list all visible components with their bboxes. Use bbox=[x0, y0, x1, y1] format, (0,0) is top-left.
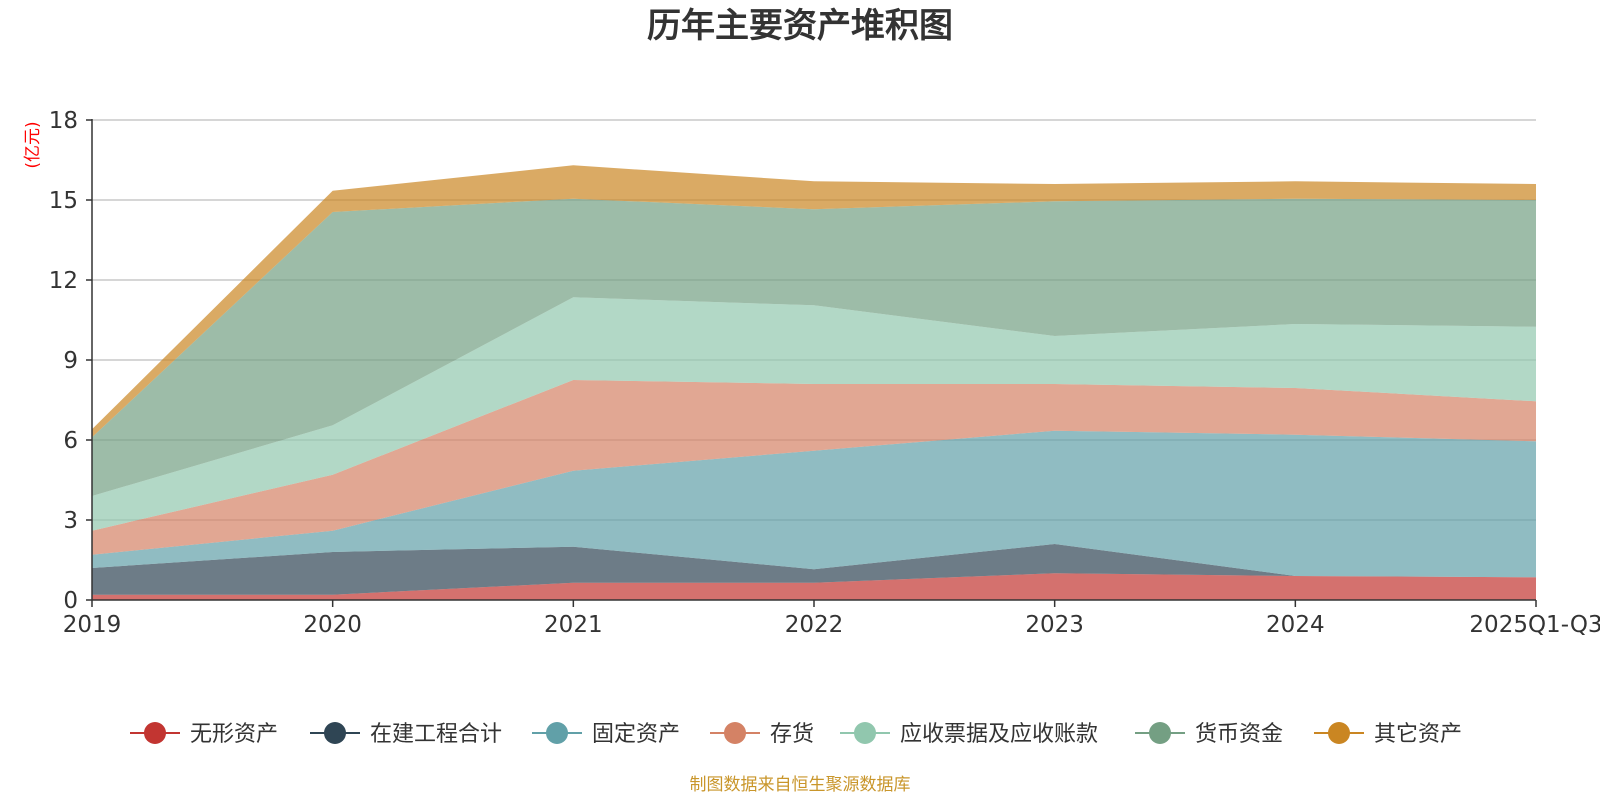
x-tick-label-4: 2023 bbox=[1025, 612, 1084, 638]
legend-item-2[interactable]: 固定资产 bbox=[532, 722, 680, 747]
x-tick-label-0: 2019 bbox=[63, 612, 122, 638]
y-tick-label-1: 3 bbox=[63, 508, 78, 534]
legend-label-6: 其它资产 bbox=[1374, 722, 1462, 747]
area-series-3[interactable] bbox=[92, 380, 1536, 555]
legend-item-6[interactable]: 其它资产 bbox=[1314, 722, 1462, 747]
y-axis-label: (亿元) bbox=[23, 121, 43, 168]
x-tick-label-3: 2022 bbox=[785, 612, 844, 638]
legend-item-4[interactable]: 应收票据及应收账款 bbox=[840, 722, 1098, 747]
area-series-4[interactable] bbox=[92, 297, 1536, 531]
axes: 0 3 6 9 12 15 18 2019 2020 2021 2022 2023 2024 2025Q1… bbox=[49, 108, 1600, 638]
legend-label-1: 在建工程合计 bbox=[370, 722, 502, 747]
legend-marker-3 bbox=[724, 722, 746, 744]
legend: 无形资产 在建工程合计 固定资产 存货 应收票据及应收账款 货币资金 其它资产 bbox=[130, 722, 1462, 747]
y-tick-label-2: 6 bbox=[63, 428, 78, 454]
legend-marker-5 bbox=[1149, 722, 1171, 744]
legend-item-0[interactable]: 无形资产 bbox=[130, 722, 278, 747]
legend-label-3: 存货 bbox=[770, 722, 814, 747]
legend-marker-1 bbox=[324, 722, 346, 744]
x-tick-label-2: 2021 bbox=[544, 612, 603, 638]
legend-marker-2 bbox=[546, 722, 568, 744]
area-series-0[interactable] bbox=[92, 573, 1536, 600]
area-series-1[interactable] bbox=[92, 544, 1536, 595]
y-tick-label-6: 18 bbox=[49, 108, 78, 134]
y-tick-label-5: 15 bbox=[49, 188, 78, 214]
legend-item-5[interactable]: 货币资金 bbox=[1135, 722, 1283, 747]
x-tick-label-1: 2020 bbox=[303, 612, 362, 638]
legend-marker-6 bbox=[1328, 722, 1350, 744]
x-tick-label-5: 2024 bbox=[1266, 612, 1325, 638]
area-series-group bbox=[92, 165, 1536, 600]
x-tick-label-6: 2025Q1-Q3 bbox=[1469, 612, 1600, 638]
legend-label-2: 固定资产 bbox=[592, 722, 680, 747]
area-series-2[interactable] bbox=[92, 430, 1536, 578]
area-series-5[interactable] bbox=[92, 198, 1536, 496]
chart-title: 历年主要资产堆积图 bbox=[647, 6, 953, 46]
legend-label-5: 货币资金 bbox=[1195, 722, 1283, 747]
source-note: 制图数据来自恒生聚源数据库 bbox=[690, 775, 911, 795]
y-tick-label-0: 0 bbox=[63, 588, 78, 614]
legend-item-3[interactable]: 存货 bbox=[710, 722, 814, 747]
legend-label-0: 无形资产 bbox=[190, 722, 278, 747]
y-tick-label-4: 12 bbox=[49, 268, 78, 294]
y-tick-label-3: 9 bbox=[63, 348, 78, 374]
area-series-6[interactable] bbox=[92, 165, 1536, 438]
legend-marker-0 bbox=[144, 722, 166, 744]
legend-marker-4 bbox=[854, 722, 876, 744]
legend-item-1[interactable]: 在建工程合计 bbox=[310, 722, 502, 747]
legend-label-4: 应收票据及应收账款 bbox=[900, 722, 1098, 747]
